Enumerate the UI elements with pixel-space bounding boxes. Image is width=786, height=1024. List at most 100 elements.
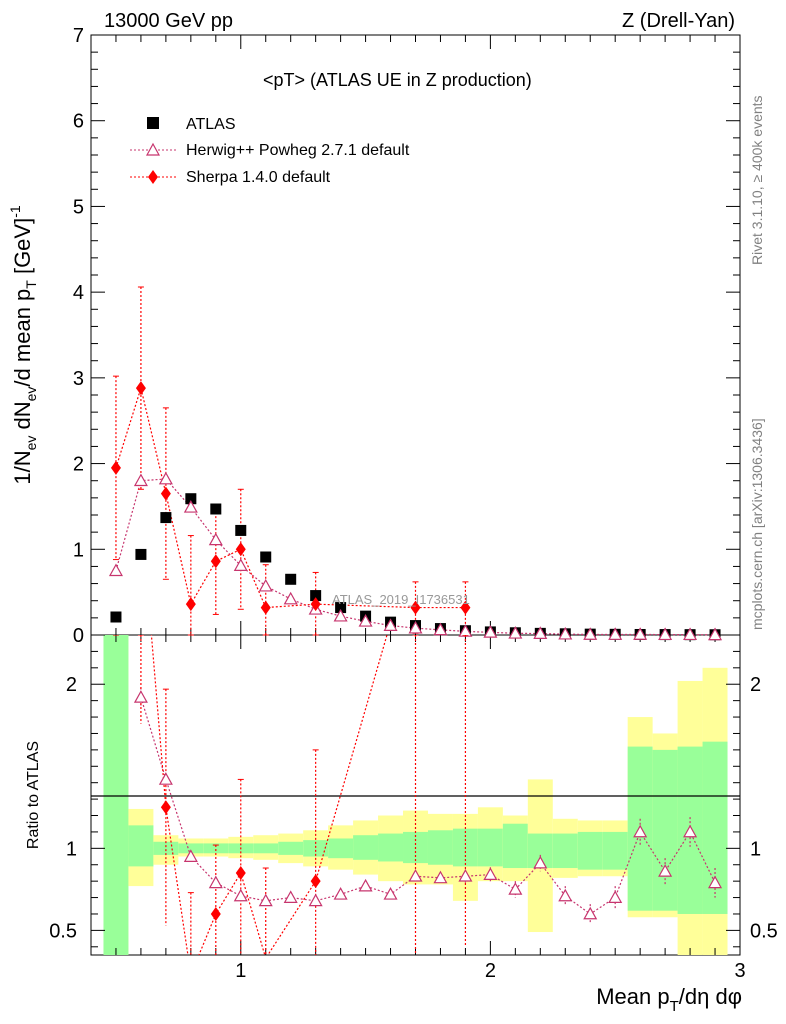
main-y-axis-title: 1/Nev dNev/d mean pT [GeV]-1	[7, 205, 39, 485]
analysis-label: ATLAS_2019_I1736531	[332, 592, 470, 607]
ratio-clipped-group	[112, 635, 723, 955]
main-y-tick-label: 1	[73, 539, 84, 561]
herwig-point	[583, 627, 598, 640]
ratio-y-tick-label-right: 0.5	[750, 920, 778, 942]
herwig-point	[533, 626, 548, 639]
sherpa-point	[410, 600, 421, 615]
main-y-tick-label: 5	[73, 196, 84, 218]
herwig-point	[358, 614, 373, 627]
herwig-ratio-point	[133, 690, 148, 703]
sherpa-point	[310, 597, 321, 612]
stat-uncertainty-band	[178, 843, 204, 854]
stat-uncertainty-band	[502, 823, 528, 869]
legend-atlas-label: ATLAS	[186, 116, 236, 133]
stat-uncertainty-band	[153, 841, 179, 855]
herwig-ratio-point	[383, 887, 398, 900]
atlas-point	[210, 503, 222, 515]
herwig-ratio-point	[683, 824, 698, 838]
main-y-tick-label: 4	[73, 282, 84, 304]
herwig-point	[508, 626, 523, 639]
herwig-ratio-point	[333, 887, 348, 900]
herwig-ratio-point	[583, 906, 598, 920]
legend-sherpa-label: Sherpa 1.4.0 default	[186, 169, 331, 186]
herwig-ratio-point	[158, 772, 173, 785]
main-y-tick-label: 2	[73, 454, 84, 476]
x-axis-title: Mean pT/dη dφ	[596, 984, 742, 1015]
herwig-point	[208, 532, 223, 546]
herwig-ratio-point	[708, 875, 723, 889]
rivet-label: Rivet 3.1.10, ≥ 400k events	[749, 95, 765, 265]
atlas-point	[160, 512, 172, 524]
herwig-ratio-point	[533, 855, 548, 869]
herwig-ratio-point	[183, 849, 198, 862]
ratio-y-tick-labels: 0.5 0.5 1 1 2 2	[49, 674, 778, 942]
atlas-point	[335, 602, 347, 614]
herwig-ratio-line	[140, 697, 716, 915]
herwig-ratio-point	[258, 893, 273, 907]
legend-herwig-label: Herwig++ Powheg 2.7.1 default	[186, 142, 410, 159]
stat-uncertainty-band	[602, 831, 628, 870]
stat-uncertainty-band	[552, 833, 578, 869]
sherpa-ratio-point	[160, 800, 171, 815]
herwig-point	[133, 473, 148, 487]
stat-uncertainty-band	[128, 825, 154, 867]
atlas-point	[235, 524, 247, 536]
herwig-point	[408, 620, 423, 634]
sherpa-point	[260, 600, 271, 615]
sherpa-line	[115, 385, 466, 609]
herwig-ratio-point	[208, 875, 223, 889]
stat-uncertainty-band	[328, 838, 354, 859]
atlas-point	[260, 551, 272, 563]
herwig-point	[233, 558, 248, 571]
herwig-point	[333, 608, 348, 622]
herwig-point	[633, 627, 648, 640]
stat-uncertainty-band	[253, 843, 279, 854]
stat-uncertainty-band	[103, 635, 129, 955]
herwig-ratio-point	[308, 893, 323, 907]
legend-herwig-marker	[145, 142, 161, 156]
axis-ticks	[90, 34, 741, 955]
stat-uncertainty-band	[278, 841, 304, 855]
herwig-ratio-point	[433, 870, 448, 884]
stat-uncertainty-band	[203, 843, 229, 854]
legend: ATLAS Herwig++ Powheg 2.7.1 default Sher…	[130, 116, 410, 186]
sherpa-point	[235, 542, 246, 557]
herwig-point	[683, 627, 698, 641]
sherpa-ratio-line	[150, 635, 388, 955]
ratio-panel-marks	[112, 635, 723, 955]
x-tick-label: 1	[235, 960, 246, 982]
herwig-point	[258, 578, 273, 592]
main-y-tick-label: 7	[73, 25, 84, 47]
x-tick-label: 2	[485, 960, 496, 982]
ratio-y-tick-label-right: 2	[750, 674, 761, 696]
herwig-point	[108, 563, 123, 577]
herwig-ratio-point	[508, 882, 523, 895]
chart-title: <pT> (ATLAS UE in Z production)	[263, 70, 532, 90]
main-y-tick-label: 0	[73, 625, 84, 647]
herwig-point	[433, 622, 448, 636]
sherpa-point	[185, 597, 196, 612]
atlas-point	[110, 611, 122, 623]
herwig-point	[283, 591, 298, 605]
header-left: 13000 GeV pp	[104, 10, 233, 32]
sherpa-point	[210, 554, 221, 569]
herwig-point	[158, 471, 173, 485]
sherpa-ratio-point	[235, 865, 246, 880]
stat-uncertainty-band	[427, 830, 453, 865]
sherpa-point	[460, 600, 471, 615]
main-y-tick-label: 3	[73, 368, 84, 390]
herwig-point	[183, 500, 198, 513]
herwig-point	[708, 627, 723, 641]
x-tick-labels: 1 2 3	[235, 960, 745, 982]
mcplots-label: mcplots.cern.ch [arXiv:1306.3436]	[749, 418, 765, 630]
herwig-point	[383, 618, 398, 631]
herwig-point	[608, 627, 623, 640]
header-right: Z (Drell-Yan)	[622, 10, 735, 32]
herwig-ratio-point	[408, 868, 423, 882]
x-tick-label: 3	[734, 960, 745, 982]
sherpa-point	[160, 486, 171, 501]
herwig-ratio-point	[483, 867, 498, 880]
legend-atlas-marker	[147, 117, 159, 129]
main-panel-marks	[108, 286, 723, 641]
